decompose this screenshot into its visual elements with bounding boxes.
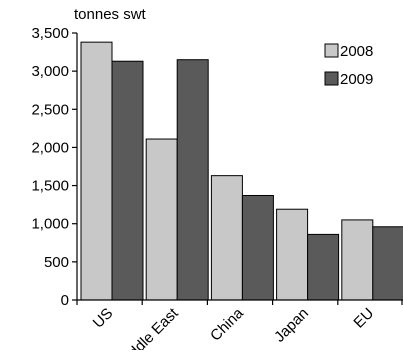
bar-2009-us [111,60,144,301]
x-category-label: China [207,304,247,344]
x-category-label: EU [350,305,377,332]
x-category-label: Japan [271,305,312,346]
legend: 2008 2009 [324,43,373,88]
y-tick-label: 3,500 [31,25,69,42]
bar-2009-middle-east [176,59,209,301]
legend-label-2008: 2008 [340,43,373,60]
y-tick-label: 2,500 [31,101,69,118]
legend-swatch-2008 [324,43,339,58]
bar-2008-japan [276,208,309,301]
y-tick-label: 0 [61,292,69,309]
legend-swatch-2009 [324,71,339,86]
y-tick-label: 3,000 [31,63,69,80]
y-tick-label: 1,000 [31,216,69,233]
bar-2009-china [241,194,274,301]
x-category-label: Middle East [114,304,182,350]
bar-2008-eu [341,219,374,301]
bar-2008-us [80,41,113,301]
y-axis-label: tonnes swt [74,6,147,23]
bar-2009-japan [307,233,340,301]
legend-label-2009: 2009 [340,71,373,88]
bar-2008-middle-east [145,138,178,301]
y-tick-label: 500 [44,254,69,271]
plot-area [80,41,403,301]
x-category-label: US [90,305,117,332]
y-tick-label: 2,000 [31,139,69,156]
bar-2009-eu [372,226,403,301]
bar-2008-china [210,175,243,301]
y-tick-label: 1,500 [31,178,69,195]
